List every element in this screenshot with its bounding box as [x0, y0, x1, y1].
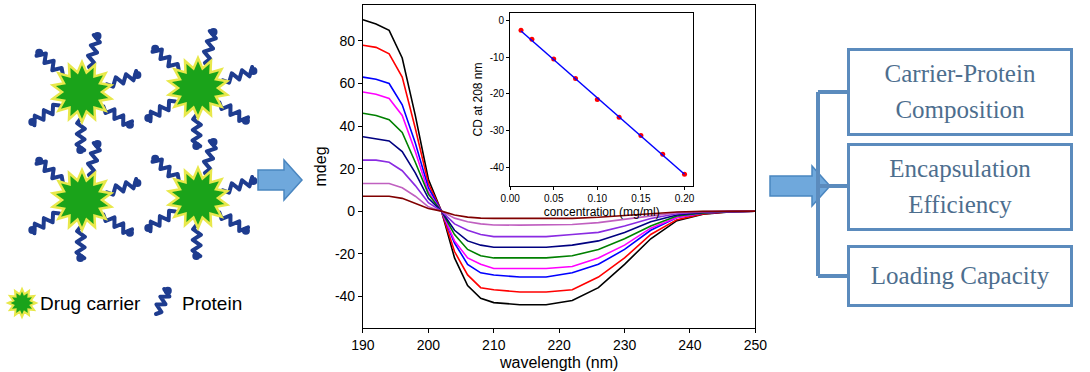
svg-text:Protein: Protein [182, 293, 242, 314]
svg-text:230: 230 [613, 337, 637, 353]
svg-text:0: 0 [347, 203, 355, 219]
svg-text:80: 80 [340, 33, 356, 49]
svg-text:0.20: 0.20 [675, 193, 695, 204]
svg-text:-10: -10 [490, 52, 505, 63]
svg-text:60: 60 [340, 75, 356, 91]
svg-text:250: 250 [744, 337, 768, 353]
svg-text:CD at 208 nm: CD at 208 nm [471, 62, 485, 136]
svg-text:0.05: 0.05 [544, 193, 564, 204]
html-text:Encapsulation Efficiency: Encapsulation Efficiency [889, 155, 1031, 218]
svg-text:Drug carrier: Drug carrier [40, 293, 141, 314]
svg-text:-30: -30 [490, 125, 505, 136]
svg-text:wavelength (nm): wavelength (nm) [499, 354, 618, 371]
svg-text:0.15: 0.15 [631, 193, 651, 204]
svg-text:20: 20 [340, 160, 356, 176]
svg-text:210: 210 [482, 337, 506, 353]
html-text:Loading Capacity: Loading Capacity [870, 262, 1050, 289]
svg-text:190: 190 [351, 337, 375, 353]
svg-text:240: 240 [678, 337, 702, 353]
svg-text:40: 40 [340, 118, 356, 134]
svg-text:0.00: 0.00 [500, 193, 520, 204]
svg-text:0.10: 0.10 [588, 193, 608, 204]
svg-text:220: 220 [547, 337, 571, 353]
svg-text:200: 200 [417, 337, 441, 353]
svg-text:-20: -20 [490, 88, 505, 99]
svg-text:0: 0 [499, 15, 505, 26]
svg-text:-40: -40 [335, 288, 355, 304]
svg-text:concentration (mg/ml): concentration (mg/ml) [544, 205, 660, 219]
svg-text:mdeg: mdeg [312, 146, 329, 186]
svg-text:-20: -20 [335, 246, 355, 262]
html-text:Carrier-Protein Composition: Carrier-Protein Composition [884, 60, 1036, 123]
svg-text:-40: -40 [490, 162, 505, 173]
